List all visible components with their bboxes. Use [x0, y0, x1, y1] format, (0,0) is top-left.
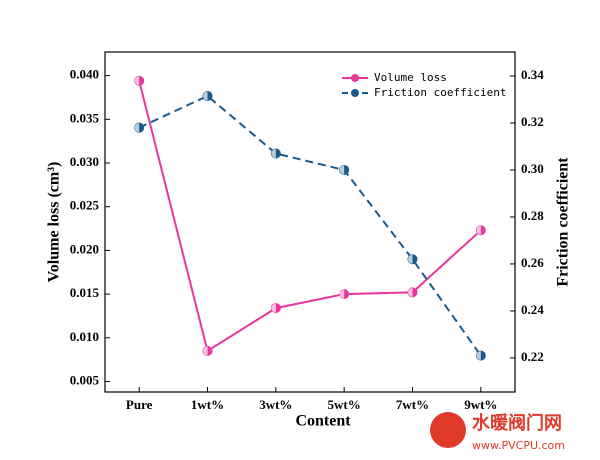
x-tick-label: 7wt%	[396, 397, 429, 412]
point-highlight	[476, 351, 481, 361]
point-highlight	[271, 149, 276, 159]
y-axis-label: Volume loss (cm³)	[46, 162, 63, 283]
watermark-name: 水暖阀门网	[472, 412, 562, 434]
watermark: 水暖阀门网 www.PVCPU.com	[430, 412, 565, 452]
y-tick-label: 0.030	[70, 154, 99, 169]
legend-label: Friction coefficient	[374, 86, 506, 99]
y-tick-label: 0.005	[70, 372, 100, 387]
point-highlight	[408, 287, 413, 297]
watermark-url: www.PVCPU.com	[472, 439, 565, 452]
x-tick-label: Pure	[126, 397, 153, 412]
point-highlight	[203, 346, 208, 356]
y-tick-label: 0.025	[70, 198, 100, 213]
y-tick-label: 0.020	[70, 241, 99, 256]
y2-tick-label: 0.30	[521, 161, 544, 176]
y2-tick-label: 0.28	[521, 208, 544, 223]
plot-frame	[104, 51, 516, 393]
y-tick-label: 0.040	[70, 67, 99, 82]
y2-axis-label: Friction coefficient	[555, 157, 572, 287]
point-highlight	[408, 254, 413, 264]
y-tick-label: 0.035	[70, 110, 100, 125]
y2-tick-label: 0.32	[521, 114, 544, 129]
watermark-logo	[430, 412, 466, 448]
point-highlight	[134, 76, 140, 86]
x-tick-label: 5wt%	[328, 397, 361, 412]
point-highlight	[203, 91, 208, 101]
point-highlight	[339, 165, 345, 175]
y-tick-label: 0.010	[70, 329, 99, 344]
x-tick-label: 9wt%	[464, 397, 497, 412]
point-highlight	[339, 289, 345, 299]
legend-label: Volume loss	[374, 71, 447, 84]
legend-marker	[351, 89, 359, 97]
y2-tick-label: 0.24	[521, 302, 544, 317]
x-tick-label: 3wt%	[259, 397, 292, 412]
legend-marker	[351, 74, 359, 82]
y-tick-label: 0.015	[70, 285, 100, 300]
y2-tick-label: 0.34	[521, 67, 544, 82]
series-line	[138, 94, 482, 357]
y2-tick-label: 0.22	[521, 349, 544, 364]
x-tick-label: 1wt%	[191, 397, 224, 412]
y2-tick-label: 0.26	[521, 255, 544, 270]
series-line	[138, 80, 482, 353]
point-highlight	[476, 225, 481, 235]
point-highlight	[134, 123, 140, 133]
point-highlight	[271, 303, 276, 313]
x-axis-label: Content	[295, 413, 351, 430]
